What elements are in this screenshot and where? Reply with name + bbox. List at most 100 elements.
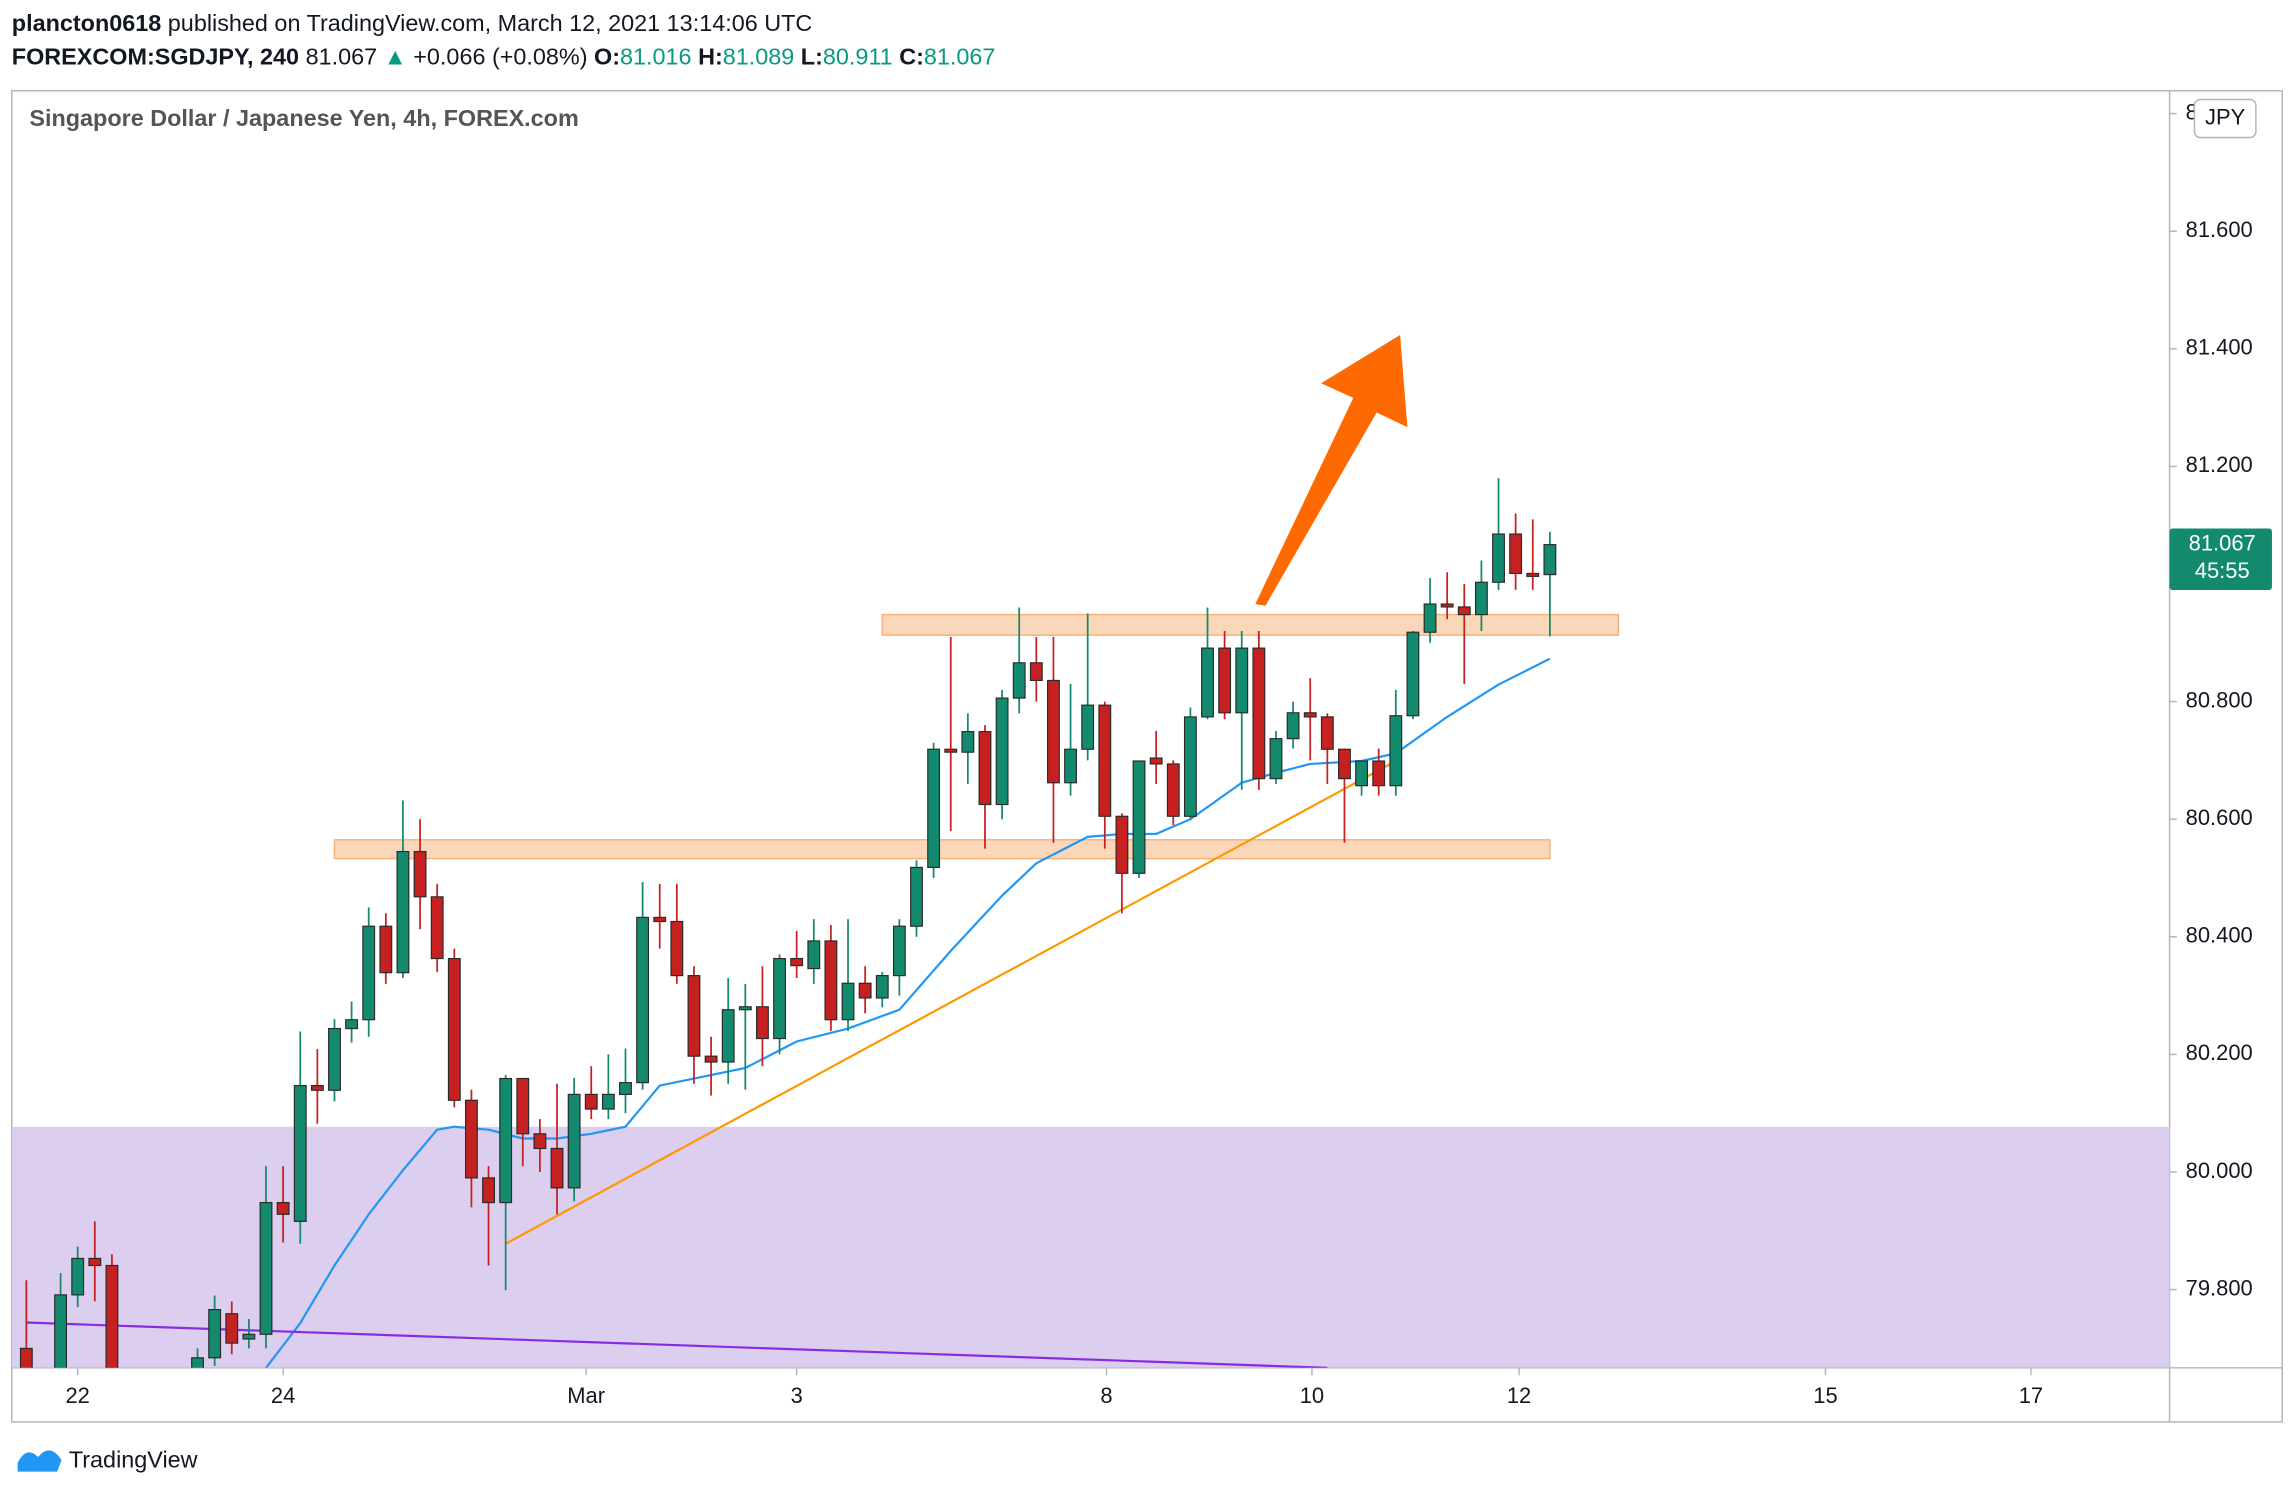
- x-tick-label: Mar: [567, 1383, 605, 1408]
- x-tick-label: 8: [1100, 1383, 1112, 1408]
- candle-body: [755, 1006, 769, 1040]
- currency[interactable]: JPY: [2205, 104, 2246, 129]
- candle-body: [1183, 716, 1197, 817]
- up-arrow: ▲: [384, 44, 407, 70]
- candle-body: [978, 731, 992, 806]
- chart-title: Singapore Dollar / Japanese Yen, 4h, FOR…: [29, 105, 578, 131]
- candle-body: [944, 748, 958, 753]
- publish-line: plancton0618 published on TradingView.co…: [12, 10, 813, 36]
- zone: [333, 839, 1551, 860]
- axes: 79.800 80.000 80.200 80.400 80.600 80.800 81.0…: [65, 99, 2272, 1408]
- candle-body: [345, 1019, 359, 1030]
- published: published on TradingView.com, March 12, …: [168, 10, 813, 36]
- zone: [881, 613, 1620, 636]
- candle-body: [516, 1077, 530, 1135]
- candle-body: [482, 1177, 495, 1204]
- candle-body: [447, 957, 461, 1101]
- candle-body: [1406, 631, 1420, 717]
- candle-body: [105, 1264, 119, 1368]
- h-label: H:: [698, 44, 723, 70]
- candle-body: [1526, 572, 1540, 577]
- x-tick-label: 12: [1507, 1383, 1531, 1408]
- candle-body: [533, 1133, 547, 1150]
- x-tick-label: 17: [2019, 1383, 2043, 1408]
- candle-body: [601, 1093, 615, 1110]
- candle-body: [875, 975, 889, 999]
- candle-body: [1218, 647, 1232, 714]
- candle-body: [687, 975, 701, 1057]
- o-label: O:: [594, 44, 620, 70]
- candle-body: [310, 1084, 324, 1091]
- candle-body: [1474, 581, 1488, 616]
- candle-body: [910, 866, 923, 927]
- candle-body: [396, 850, 410, 974]
- y-tick-label: 80.400: [2186, 923, 2253, 948]
- candle-body: [362, 925, 376, 1021]
- candle-body: [1149, 757, 1163, 765]
- candle-body: [1338, 748, 1351, 780]
- candle-body: [704, 1055, 718, 1063]
- y-tick-label: 80.800: [2186, 687, 2253, 712]
- candle-body: [841, 982, 855, 1021]
- h-value: 81.089: [723, 44, 795, 70]
- candle-body: [1303, 712, 1317, 718]
- o-value: 81.016: [620, 44, 692, 70]
- line: [26, 1321, 1328, 1368]
- currency-button[interactable]: [2193, 98, 2257, 139]
- candle-body: [1098, 704, 1112, 817]
- l-label: L:: [801, 44, 823, 70]
- candle-body: [242, 1333, 256, 1340]
- y-tick-label: 80.200: [2186, 1040, 2253, 1065]
- candle-body: [276, 1201, 290, 1215]
- candle-body: [1372, 760, 1386, 787]
- candle-body: [636, 916, 650, 1084]
- candle-body: [790, 957, 804, 967]
- candle-body: [567, 1093, 581, 1189]
- x-tick-label: 22: [65, 1383, 89, 1408]
- candle-body: [1115, 815, 1129, 874]
- candle-body: [293, 1084, 307, 1222]
- c-value: 81.067: [924, 44, 996, 70]
- candle-body: [1492, 533, 1505, 583]
- candle-body: [1509, 533, 1523, 575]
- candle-body: [71, 1257, 85, 1296]
- candle-body: [858, 982, 872, 999]
- x-tick-label: 24: [271, 1383, 295, 1408]
- candle-body: [1132, 760, 1146, 874]
- candle-body: [54, 1294, 68, 1368]
- candle-body: [1355, 760, 1369, 787]
- candle-body: [1012, 662, 1026, 699]
- candle-body: [584, 1093, 598, 1110]
- plot-area: [11, 478, 2170, 1368]
- candle-body: [807, 940, 821, 970]
- candle-body: [88, 1257, 102, 1267]
- arrow-annotation: [1255, 335, 1408, 606]
- user: plancton0618: [12, 10, 162, 36]
- candle-body: [379, 925, 393, 974]
- y-tick-label: 81.400: [2186, 335, 2253, 360]
- y-tick-label: 80.000: [2186, 1158, 2253, 1183]
- candle-body: [328, 1027, 341, 1091]
- candle-body: [721, 1009, 735, 1063]
- change: +0.066 (+0.08%): [413, 44, 587, 70]
- candle-body: [1201, 647, 1214, 718]
- candle-body: [225, 1313, 239, 1344]
- candle-body: [1235, 647, 1249, 714]
- candle-body: [19, 1347, 33, 1368]
- line: [505, 760, 1397, 1245]
- candle-body: [824, 940, 838, 1021]
- candle-body: [208, 1309, 222, 1359]
- candle-body: [259, 1201, 273, 1335]
- candle-body: [1423, 603, 1437, 633]
- candle-body: [773, 957, 786, 1040]
- candle-body: [1252, 647, 1266, 780]
- candle-body: [619, 1082, 632, 1095]
- price-tag: [2169, 528, 2272, 590]
- candle-body: [1166, 763, 1180, 817]
- x-tick-label: 15: [1813, 1383, 1837, 1408]
- candle-body: [550, 1147, 564, 1189]
- c-label: C:: [899, 44, 924, 70]
- price-tag-value: 81.067: [2189, 530, 2256, 555]
